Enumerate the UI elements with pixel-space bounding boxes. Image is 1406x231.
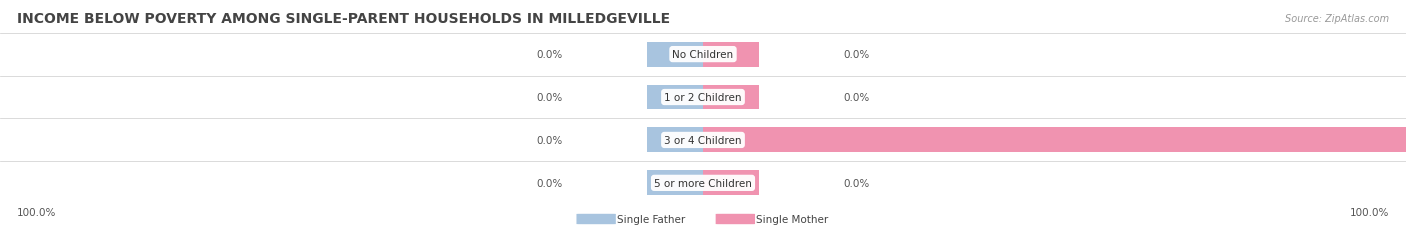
Bar	[647, 171, 703, 195]
Text: 0.0%: 0.0%	[844, 178, 870, 188]
Bar	[647, 128, 703, 153]
Text: 5 or more Children: 5 or more Children	[654, 178, 752, 188]
Text: 100.0%: 100.0%	[1350, 207, 1389, 217]
Bar	[647, 43, 703, 67]
Text: 0.0%: 0.0%	[536, 178, 562, 188]
Text: 0.0%: 0.0%	[536, 50, 562, 60]
Text: Single Mother: Single Mother	[756, 214, 828, 224]
Text: Source: ZipAtlas.com: Source: ZipAtlas.com	[1285, 13, 1389, 23]
Text: 1 or 2 Children: 1 or 2 Children	[664, 93, 742, 103]
FancyBboxPatch shape	[716, 214, 755, 224]
Text: No Children: No Children	[672, 50, 734, 60]
Text: Single Father: Single Father	[617, 214, 686, 224]
Text: 0.0%: 0.0%	[536, 93, 562, 103]
Text: 0.0%: 0.0%	[844, 93, 870, 103]
Text: 3 or 4 Children: 3 or 4 Children	[664, 135, 742, 145]
Text: 100.0%: 100.0%	[17, 207, 56, 217]
Text: INCOME BELOW POVERTY AMONG SINGLE-PARENT HOUSEHOLDS IN MILLEDGEVILLE: INCOME BELOW POVERTY AMONG SINGLE-PARENT…	[17, 12, 671, 25]
Bar	[703, 43, 759, 67]
Bar	[703, 171, 759, 195]
Bar	[703, 85, 759, 110]
Text: 0.0%: 0.0%	[536, 135, 562, 145]
Bar	[703, 128, 1406, 153]
FancyBboxPatch shape	[576, 214, 616, 224]
Text: 0.0%: 0.0%	[844, 50, 870, 60]
Bar	[647, 85, 703, 110]
